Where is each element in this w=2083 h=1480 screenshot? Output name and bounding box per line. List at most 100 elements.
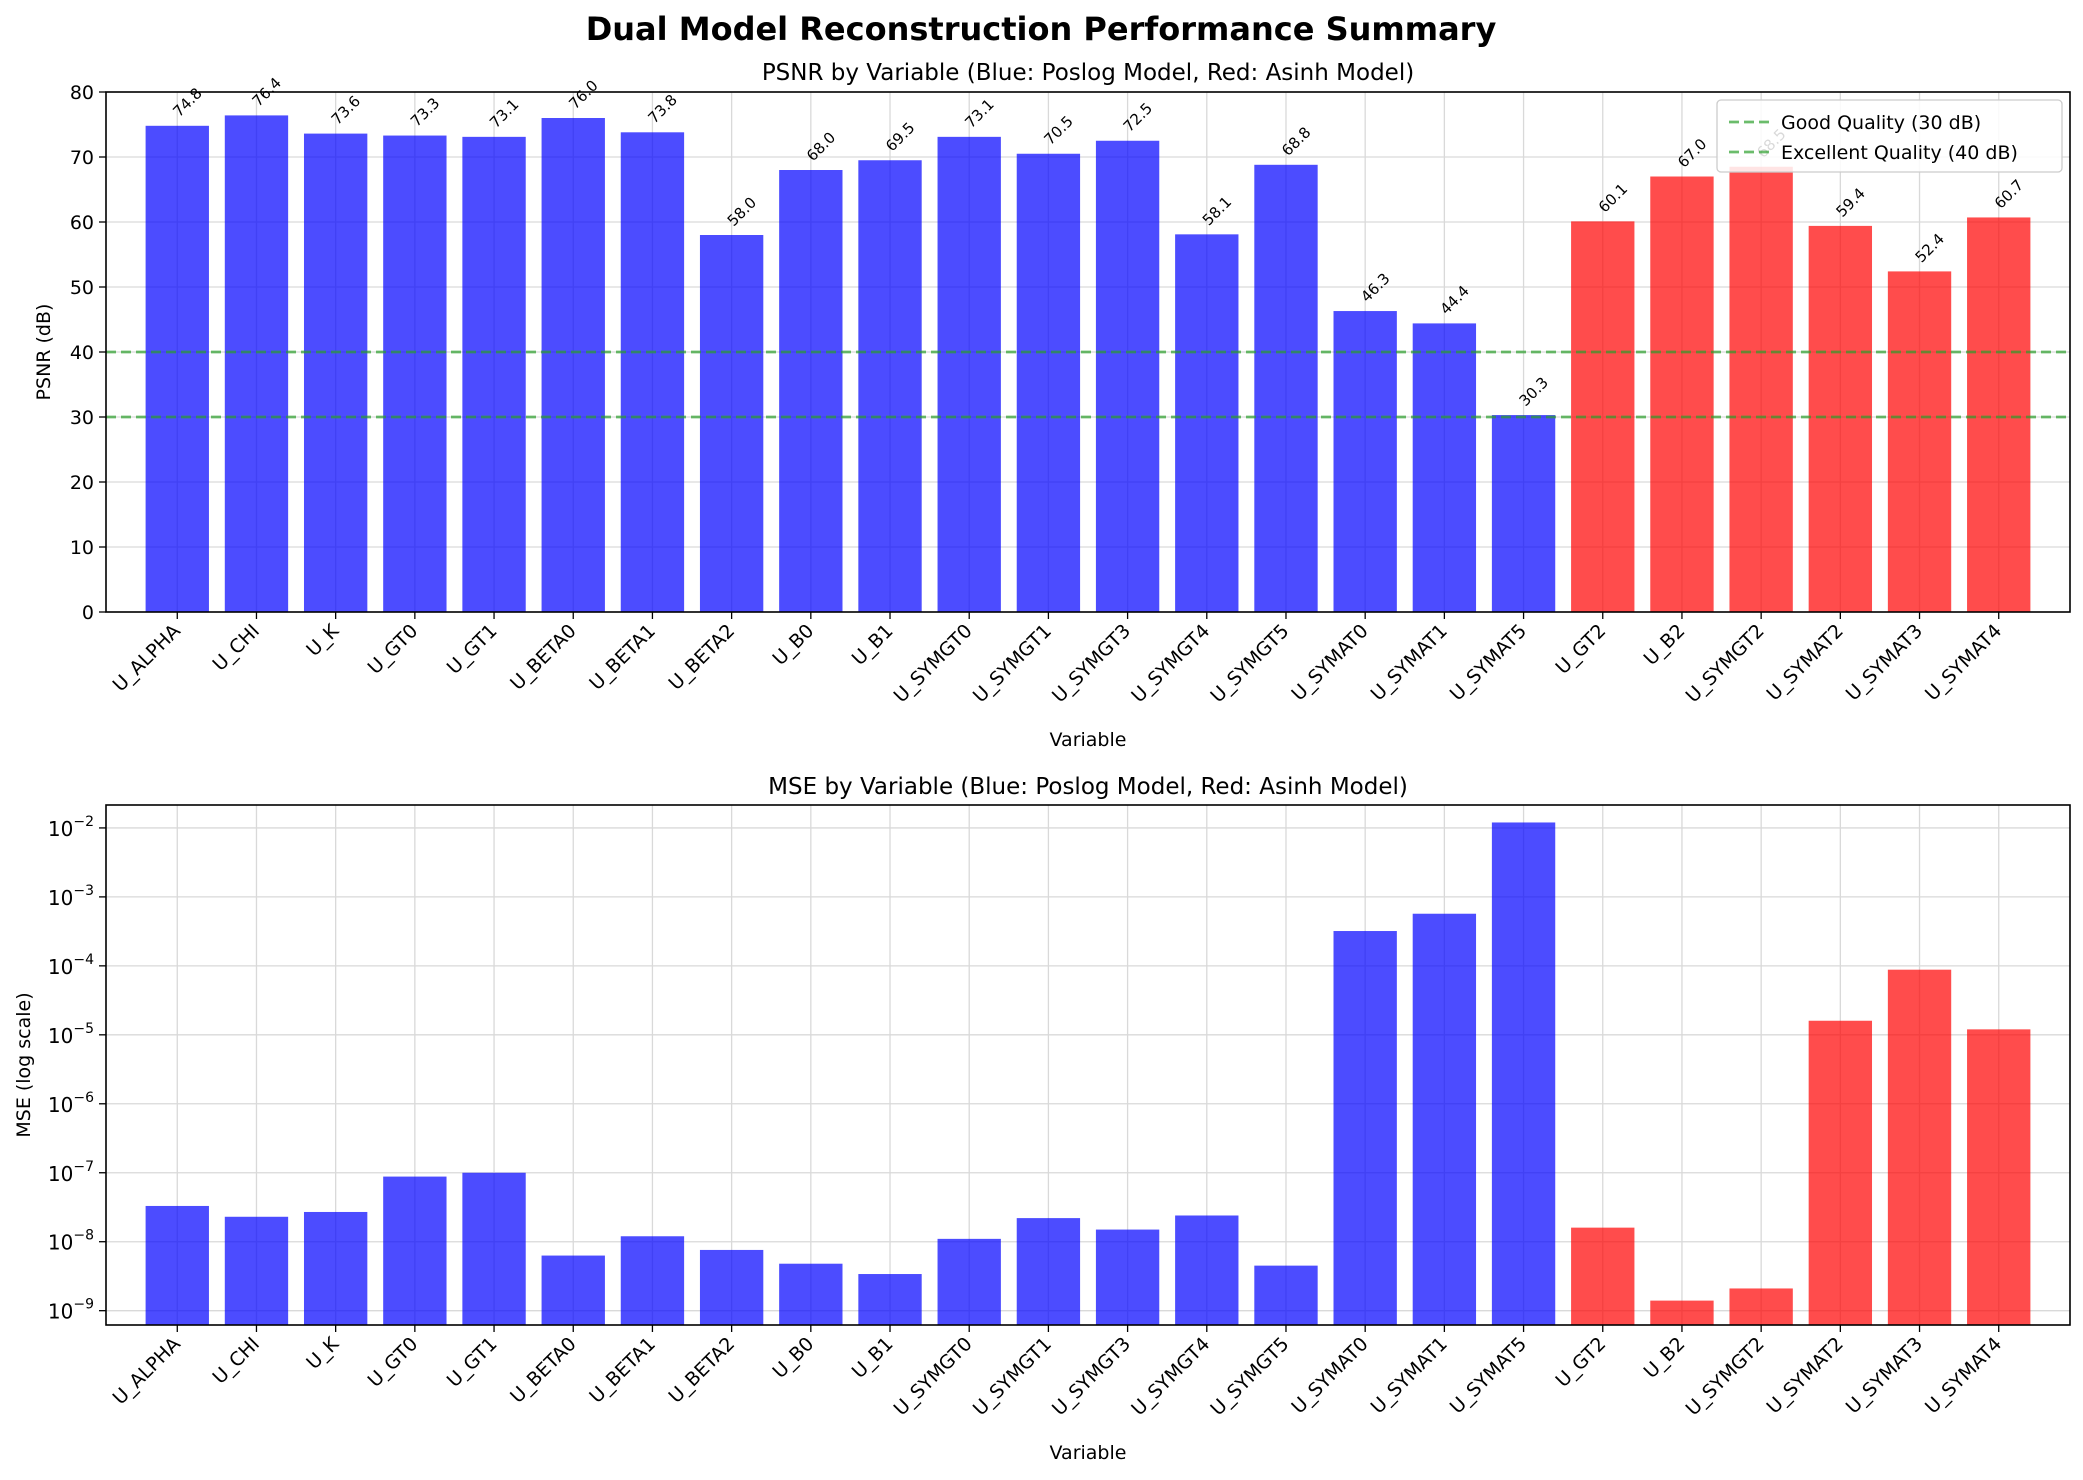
- x-tick-label: U_SYMAT2: [1763, 620, 1848, 705]
- x-axis-label: Variable: [1050, 729, 1127, 751]
- bar-u-alpha: [145, 1205, 209, 1325]
- x-tick-label: U_SYMGT1: [969, 620, 1056, 707]
- bar-u-symgt1: [1016, 153, 1081, 612]
- bar-u-symgt0: [937, 136, 1001, 612]
- y-tick-label: 30: [70, 407, 94, 429]
- bar-value-label: 73.1: [961, 95, 997, 131]
- x-tick-label: U_SYMAT3: [1842, 1333, 1927, 1418]
- legend: Good Quality (30 dB) Excellent Quality (4…: [1716, 99, 2063, 173]
- x-tick-label: U_SYMGT5: [1206, 620, 1293, 707]
- y-tick-label: 10−6: [48, 1090, 94, 1117]
- bar-u-b1: [858, 1274, 922, 1325]
- bar-value-label: 73.3: [407, 94, 443, 130]
- legend-box: [1716, 99, 2063, 173]
- x-tick-label: U_SYMGT3: [1048, 620, 1135, 707]
- x-tick-label: U_GT2: [1551, 1333, 1610, 1392]
- x-tick-label: U_BETA2: [664, 1333, 739, 1408]
- bar-value-label: 59.4: [1832, 184, 1868, 220]
- bar-u-symat2: [1808, 225, 1873, 612]
- bar-u-symat0: [1333, 931, 1397, 1325]
- bar-value-label: 30.3: [1516, 374, 1552, 410]
- y-tick-label: 10−2: [48, 814, 94, 841]
- x-tick-label: U_SYMAT4: [1921, 1333, 2006, 1418]
- x-tick-label: U_K: [302, 620, 343, 661]
- x-tick-label: U_SYMAT1: [1367, 620, 1452, 705]
- y-tick-label: 40: [70, 342, 94, 364]
- x-tick-label: U_CHI: [208, 1333, 264, 1389]
- legend-entry: Good Quality (30 dB): [1781, 112, 1981, 134]
- x-tick-label: U_SYMGT3: [1048, 1333, 1135, 1420]
- y-tick-label: 10−3: [48, 883, 94, 910]
- bar-u-symat0: [1333, 311, 1397, 612]
- x-tick-label: U_GT1: [443, 1333, 502, 1392]
- x-tick-label: U_SYMAT4: [1921, 620, 2006, 705]
- x-tick-label: U_SYMAT3: [1842, 620, 1927, 705]
- bar-value-label: 58.0: [724, 193, 760, 229]
- bar-value-label: 68.0: [803, 128, 839, 164]
- legend-entry: Excellent Quality (40 dB): [1781, 142, 2018, 164]
- figure-title: Dual Model Reconstruction Performance Su…: [586, 10, 1497, 48]
- y-tick-label: 0: [82, 602, 94, 624]
- bar-u-chi: [224, 1216, 289, 1325]
- bar-u-symgt3: [1095, 1229, 1160, 1325]
- bar-u-gt2: [1571, 1227, 1635, 1325]
- x-tick-label: U_GT2: [1551, 620, 1610, 679]
- y-tick-label: 80: [70, 82, 94, 104]
- bar-u-symgt2: [1729, 166, 1793, 612]
- bar-u-beta0: [541, 118, 605, 612]
- x-tick-label: U_SYMAT5: [1446, 620, 1531, 705]
- y-axis-label: PSNR (dB): [33, 304, 55, 401]
- bar-u-symgt3: [1095, 140, 1160, 612]
- x-tick-label: U_SYMGT4: [1127, 620, 1214, 707]
- bar-value-label: 73.8: [645, 91, 681, 127]
- x-tick-label: U_BETA1: [585, 620, 660, 695]
- bar-value-label: 72.5: [1120, 99, 1156, 135]
- bar-u-symgt2: [1729, 1288, 1793, 1325]
- bar-u-b0: [779, 170, 843, 612]
- x-tick-label: U_SYMAT0: [1287, 1333, 1372, 1418]
- chart-title: PSNR by Variable (Blue: Poslog Model, Re…: [762, 60, 1414, 86]
- bar-u-symgt1: [1016, 1218, 1081, 1325]
- bar-u-gt0: [383, 1176, 447, 1325]
- x-tick-label: U_ALPHA: [109, 1333, 185, 1409]
- x-axis-label: Variable: [1050, 1442, 1127, 1464]
- x-tick-label: U_B2: [1640, 1333, 1690, 1383]
- bar-value-label: 67.0: [1674, 135, 1710, 171]
- bar-u-b2: [1650, 176, 1714, 612]
- x-tick-label: U_GT0: [364, 1333, 423, 1392]
- bar-value-label: 68.8: [1278, 123, 1314, 159]
- x-tick-label: U_SYMGT2: [1682, 1333, 1769, 1420]
- bar-u-symgt0: [937, 1238, 1001, 1325]
- bar-u-beta1: [620, 132, 685, 613]
- y-tick-label: 10: [70, 537, 94, 559]
- plot-frame: [105, 804, 2071, 1326]
- bar-u-b1: [858, 160, 922, 612]
- x-tick-label: U_SYMAT5: [1446, 1333, 1531, 1418]
- x-tick-label: U_GT0: [364, 620, 423, 679]
- bar-u-alpha: [145, 125, 209, 613]
- bar-u-beta2: [699, 235, 764, 612]
- y-tick-label: 70: [70, 147, 94, 169]
- x-tick-label: U_SYMGT1: [969, 1333, 1056, 1420]
- bar-u-symat3: [1887, 271, 1952, 612]
- bar-u-k: [303, 133, 368, 612]
- x-tick-label: U_GT1: [443, 620, 502, 679]
- bar-value-label: 60.7: [1991, 176, 2027, 212]
- bar-u-symat3: [1887, 969, 1952, 1325]
- x-tick-label: U_BETA1: [585, 1333, 660, 1408]
- bar-value-label: 74.8: [169, 84, 205, 120]
- x-tick-label: U_B1: [848, 1333, 898, 1383]
- bar-value-label: 76.0: [565, 76, 601, 112]
- chart-panel-2: 10−9 10−8 10−7 10−6 10−5 10−4 10−3 10−2 U_ALPHA U…: [13, 774, 2071, 1464]
- bar-u-symgt4: [1175, 1215, 1239, 1325]
- x-tick-label: U_SYMAT0: [1287, 620, 1372, 705]
- bar-value-label: 73.1: [486, 95, 522, 131]
- bar-u-beta0: [541, 1255, 605, 1325]
- x-tick-label: U_B2: [1640, 620, 1690, 670]
- bar-u-symgt5: [1254, 164, 1318, 613]
- bar-value-label: 69.5: [882, 119, 918, 155]
- x-tick-label: U_BETA0: [506, 1333, 581, 1408]
- x-tick-label: U_B0: [768, 620, 818, 670]
- y-tick-label: 50: [70, 277, 94, 299]
